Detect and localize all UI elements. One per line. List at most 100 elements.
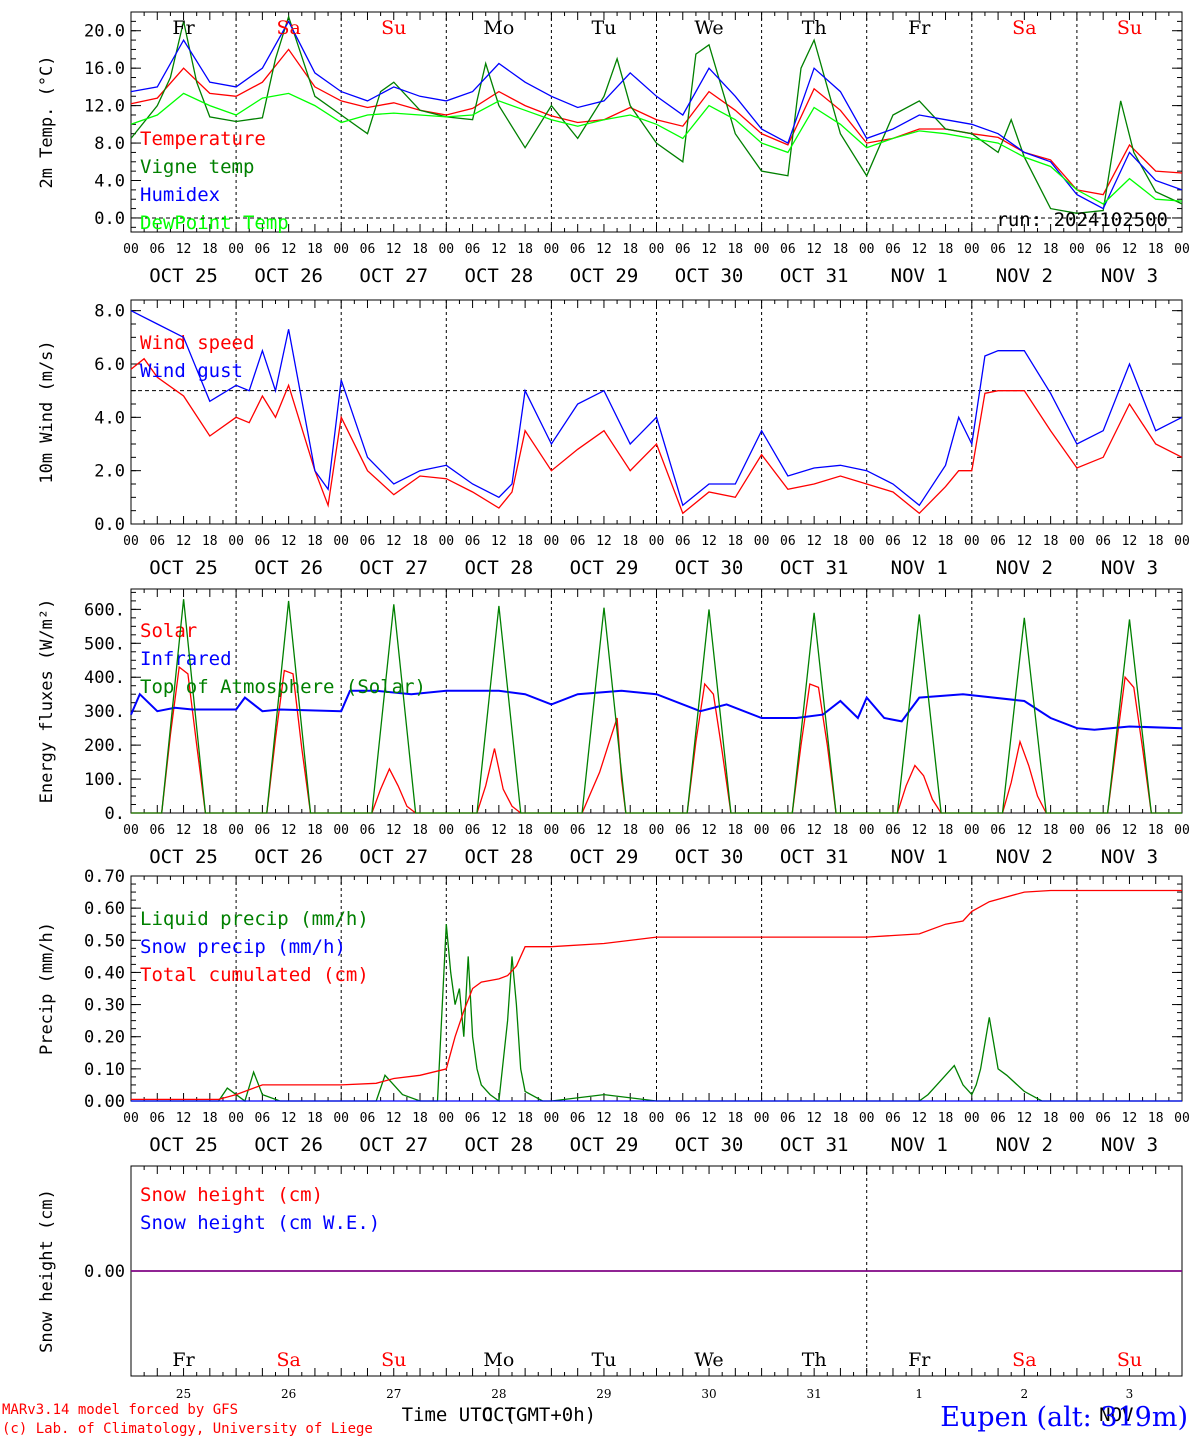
hour-tick-label: 18: [833, 534, 849, 549]
hour-tick-label: 18: [202, 242, 218, 257]
weekday-label: Mo: [483, 1349, 514, 1371]
hour-tick-label: 12: [176, 242, 192, 257]
series-line-top-of-atmosphere-solar-: [131, 599, 1182, 814]
hour-tick-label: 00: [1174, 1111, 1190, 1126]
hour-tick-label: 18: [1148, 1111, 1164, 1126]
hour-tick-label: 00: [649, 534, 665, 549]
hour-tick-label: 12: [596, 534, 612, 549]
day-number: 31: [807, 1387, 822, 1401]
hour-tick-label: 00: [754, 823, 770, 838]
hour-tick-label: 00: [1174, 534, 1190, 549]
date-label: OCT 25: [149, 846, 218, 868]
hour-tick-label: 00: [228, 534, 244, 549]
hour-tick-label: 06: [465, 534, 481, 549]
day-number: 25: [176, 1387, 191, 1401]
hour-tick-label: 12: [911, 242, 927, 257]
series-line-humidex: [130, 20, 1183, 210]
y-tick-label: 8.0: [94, 134, 125, 154]
legend-entry: Liquid precip (mm/h): [140, 908, 369, 930]
date-label: NOV 3: [1101, 265, 1158, 287]
weekday-label: Sa: [1012, 1349, 1036, 1371]
hour-tick-label: 06: [360, 1111, 376, 1126]
date-label: OCT 26: [254, 846, 323, 868]
weekday-label: Sa: [276, 1349, 300, 1371]
hour-tick-label: 00: [859, 242, 875, 257]
weekday-label: We: [694, 1349, 723, 1371]
hour-tick-label: 12: [806, 1111, 822, 1126]
hour-tick-label: 00: [228, 242, 244, 257]
hour-tick-label: 00: [649, 1111, 665, 1126]
hour-tick-label: 18: [727, 242, 743, 257]
day-number: 27: [386, 1387, 401, 1401]
hour-tick-label: 00: [544, 242, 560, 257]
hour-tick-label: 06: [675, 1111, 691, 1126]
hour-tick-label: 00: [228, 823, 244, 838]
hour-tick-label: 12: [806, 823, 822, 838]
weekday-label: Sa: [276, 17, 300, 39]
hour-tick-label: 06: [255, 1111, 271, 1126]
date-label: OCT 26: [254, 557, 323, 579]
hour-tick-label: 00: [544, 823, 560, 838]
hour-tick-label: 18: [412, 534, 428, 549]
series-line-infrared: [130, 689, 1183, 731]
hour-tick-label: 06: [1095, 1111, 1111, 1126]
hour-tick-label: 06: [675, 242, 691, 257]
y-tick-label: 0.70: [84, 867, 125, 887]
date-label: OCT 25: [149, 265, 218, 287]
hour-tick-label: 00: [964, 823, 980, 838]
y-tick-label: 0.0: [94, 515, 125, 535]
hour-tick-label: 18: [412, 1111, 428, 1126]
date-label: OCT 26: [254, 265, 323, 287]
hour-tick-label: 00: [544, 534, 560, 549]
y-tick-label: 0.00: [84, 1092, 125, 1112]
date-label: OCT 27: [359, 1134, 428, 1156]
hour-tick-label: 06: [255, 534, 271, 549]
hour-tick-label: 12: [806, 242, 822, 257]
day-number: 29: [596, 1387, 611, 1401]
hour-tick-label: 12: [596, 1111, 612, 1126]
y-axis-label: Snow height (cm): [37, 1189, 57, 1353]
y-axis-label: Precip (mm/h): [37, 922, 57, 1055]
hour-tick-label: 06: [885, 242, 901, 257]
hour-tick-label: 18: [1043, 1111, 1059, 1126]
footer-location: Eupen (alt: 319m): [940, 1402, 1188, 1433]
y-tick-label: 600.: [84, 600, 125, 620]
hour-tick-label: 00: [754, 242, 770, 257]
hour-tick-label: 12: [281, 242, 297, 257]
hour-tick-label: 06: [990, 534, 1006, 549]
date-label: NOV 1: [891, 557, 948, 579]
date-label: OCT 27: [359, 846, 428, 868]
date-label: OCT 28: [465, 846, 534, 868]
weekday-label: Th: [802, 1349, 827, 1371]
hour-tick-label: 06: [885, 823, 901, 838]
hour-tick-label: 12: [176, 534, 192, 549]
date-label: OCT 31: [780, 557, 849, 579]
day-number: 3: [1126, 1387, 1134, 1401]
weekday-label: Tu: [591, 1349, 616, 1371]
date-label: NOV 1: [891, 846, 948, 868]
weekday-label: Fr: [172, 1349, 195, 1371]
hour-tick-label: 06: [675, 534, 691, 549]
date-label: NOV 1: [891, 1134, 948, 1156]
hour-tick-label: 12: [701, 823, 717, 838]
y-tick-label: 2.0: [94, 462, 125, 482]
hour-tick-label: 12: [281, 823, 297, 838]
hour-tick-label: 06: [570, 1111, 586, 1126]
date-label: NOV 3: [1101, 846, 1158, 868]
hour-tick-label: 12: [176, 823, 192, 838]
date-label: OCT 28: [465, 265, 534, 287]
hour-tick-label: 12: [701, 534, 717, 549]
hour-tick-label: 06: [675, 823, 691, 838]
hour-tick-label: 12: [806, 534, 822, 549]
legend-entry: Snow height (cm): [140, 1184, 323, 1206]
weekday-label: Su: [1117, 1349, 1142, 1371]
hour-tick-label: 18: [833, 1111, 849, 1126]
hour-tick-label: 18: [517, 534, 533, 549]
date-label: NOV 3: [1101, 1134, 1158, 1156]
hour-tick-label: 18: [517, 1111, 533, 1126]
hour-tick-label: 12: [701, 242, 717, 257]
hour-tick-label: 06: [360, 823, 376, 838]
hour-tick-label: 00: [544, 1111, 560, 1126]
date-label: NOV 1: [891, 265, 948, 287]
legend-entry: Vigne temp: [140, 156, 254, 178]
